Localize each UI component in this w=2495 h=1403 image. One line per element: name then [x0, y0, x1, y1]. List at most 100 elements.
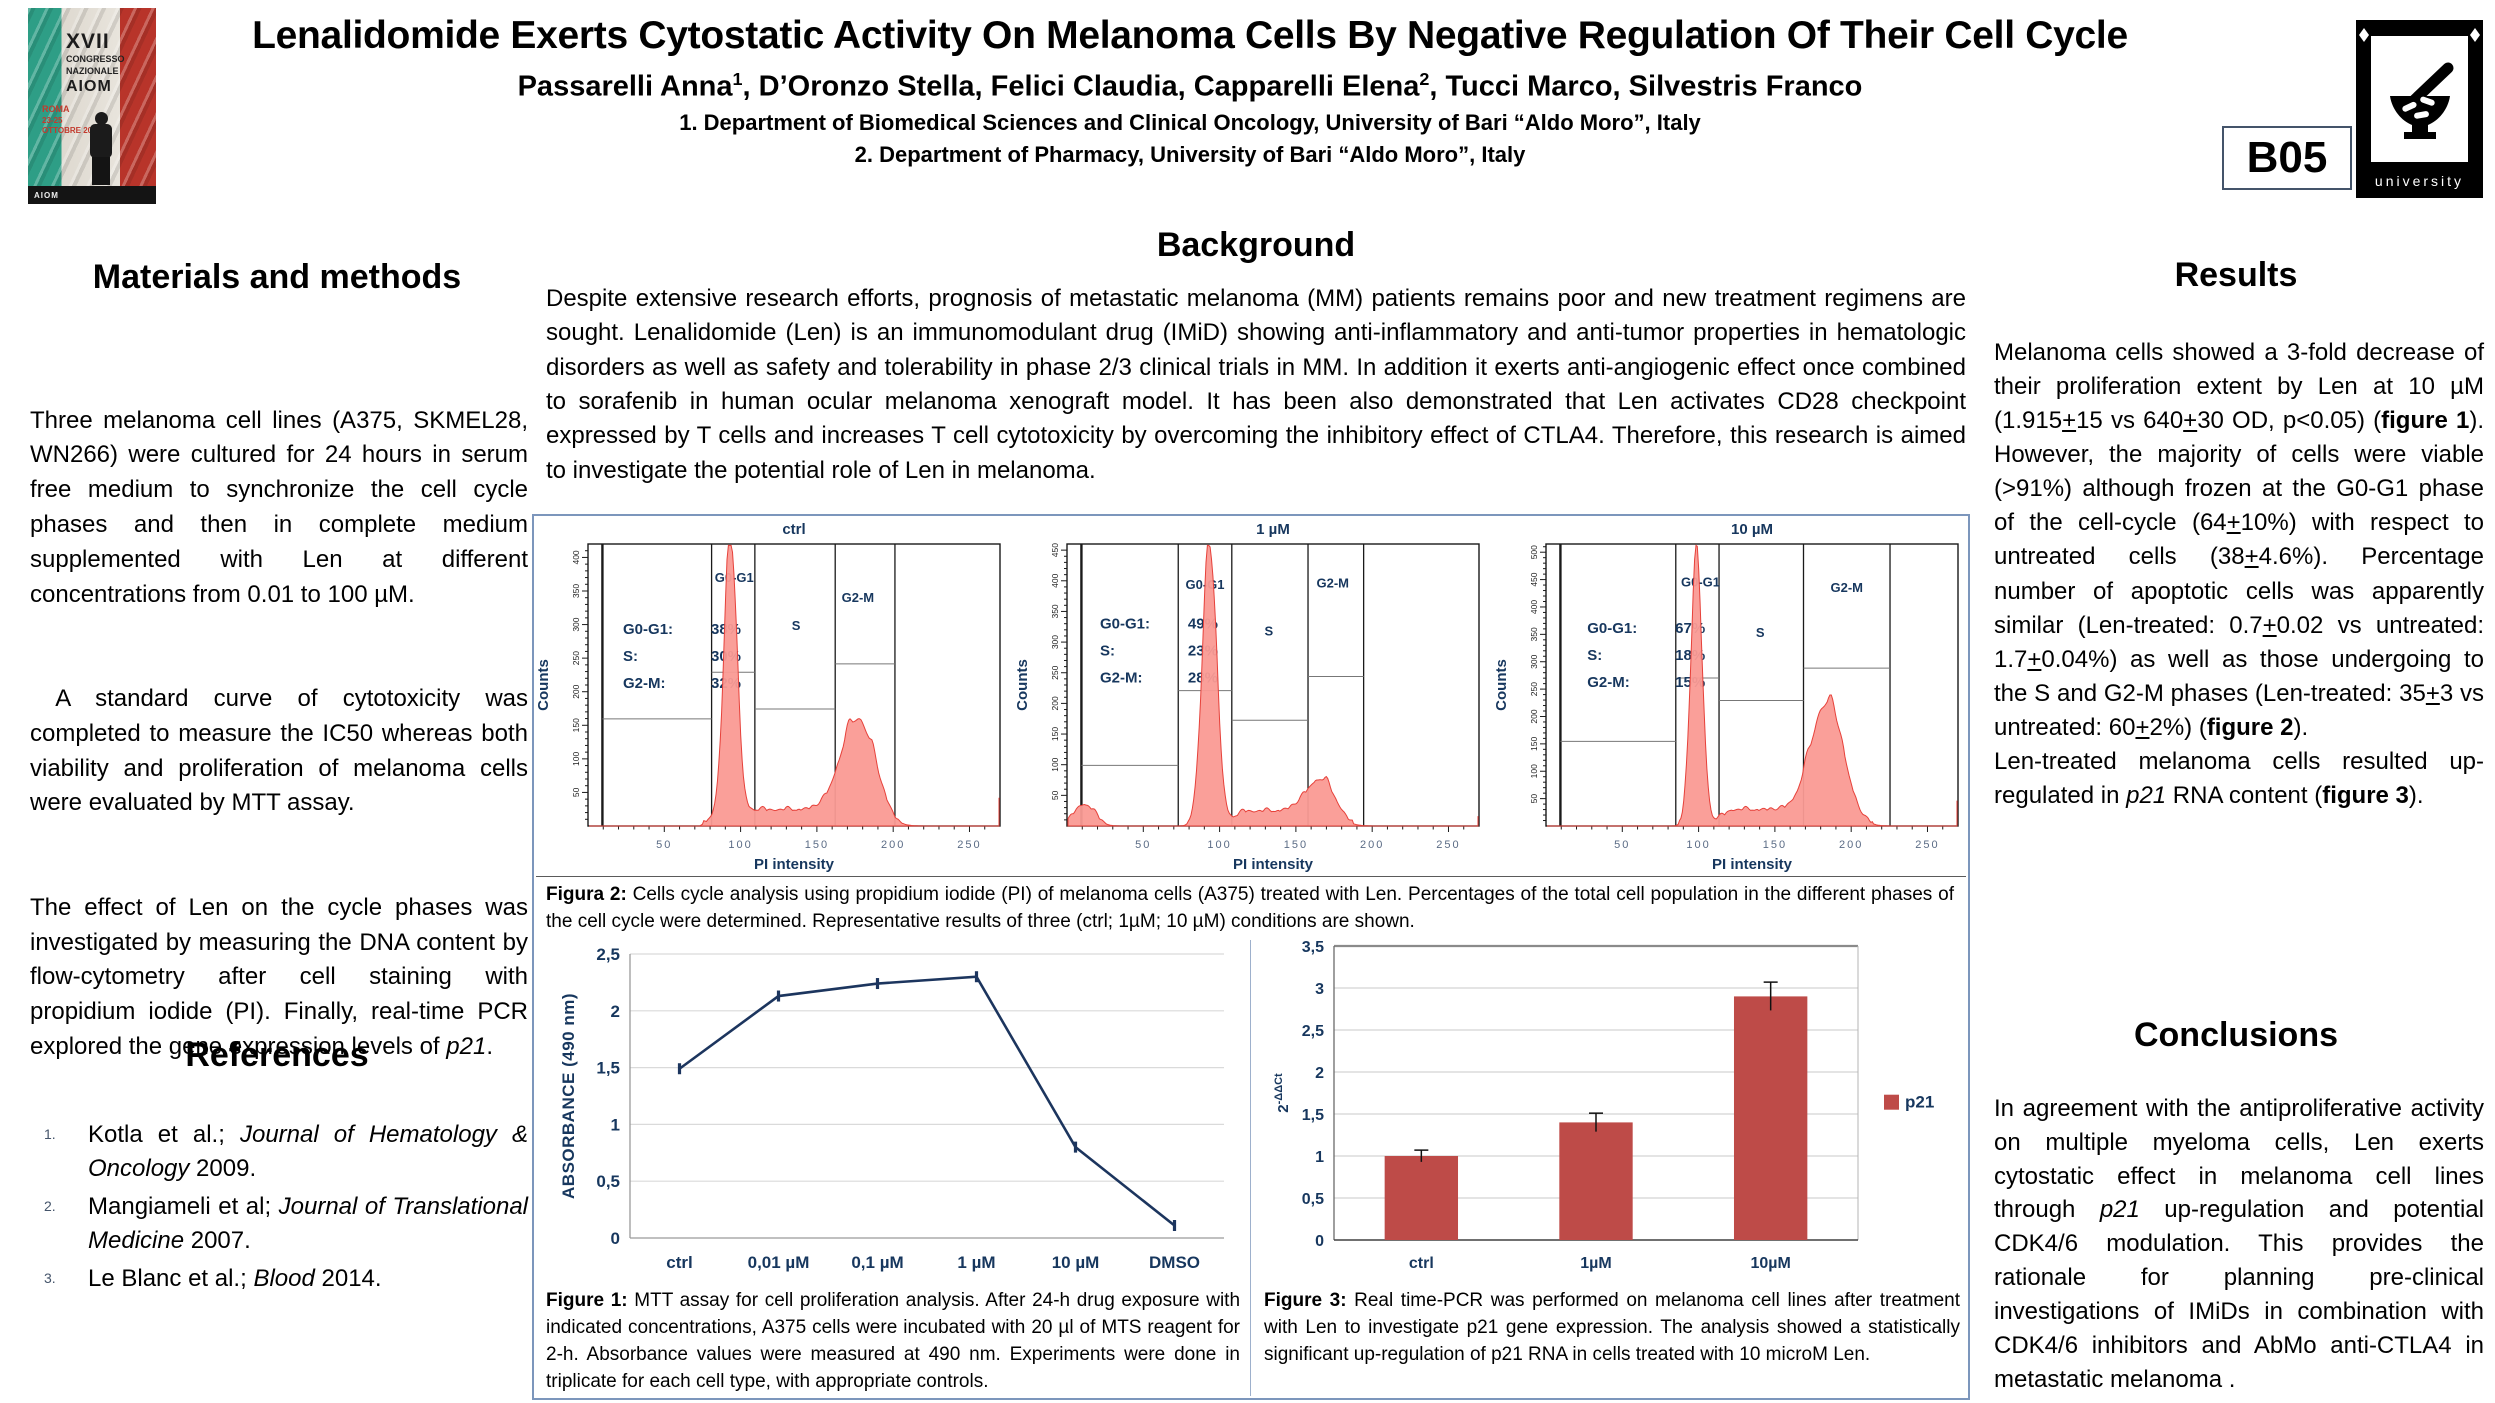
aiom-band: AIOM [28, 186, 156, 204]
svg-text:ABSORBANCE (490 nm): ABSORBANCE (490 nm) [559, 993, 578, 1199]
background-title: Background [1156, 226, 1356, 264]
results-title: Results [2174, 256, 2298, 294]
flow-histogram-10uM: 10 µM 50 100 150 200 250 300 350 400 450 500 50 100 1… [1494, 521, 1959, 873]
svg-text:1: 1 [1315, 1149, 1324, 1166]
poster-title: Lenalidomide Exerts Cytostatic Activity … [252, 14, 2128, 57]
svg-text:300: 300 [571, 617, 581, 631]
svg-text:450: 450 [1050, 543, 1060, 557]
svg-text:2,5: 2,5 [1302, 1023, 1324, 1040]
svg-text:100: 100 [728, 839, 752, 851]
mtt-line-chart: 0 0,5 1 1,5 2 2,5 ctrl 0,01 µM 0,1 µM 1 µM 10 µM DM… [559, 945, 1224, 1272]
figure2-caption: Figura 2: Cells cycle analysis using pro… [546, 884, 1954, 932]
svg-text:1: 1 [611, 1115, 620, 1134]
p21-bar-chart: 0 0,5 1 1,5 2 2,5 3 3,5 ctrl 1µM 10µM p21 2-ΔΔCt [1273, 939, 1934, 1272]
reference-number: 3. [44, 1270, 56, 1287]
svg-text:Counts: Counts [536, 659, 552, 711]
svg-text:200: 200 [1050, 696, 1060, 710]
svg-text:350: 350 [1529, 627, 1539, 641]
references-title: References [185, 1036, 369, 1074]
svg-text:250: 250 [571, 651, 581, 665]
reference-item: 2. Mangiameli et al; Journal of Translat… [30, 1190, 528, 1258]
svg-text:0,1 µM: 0,1 µM [851, 1253, 903, 1272]
svg-text:450: 450 [1529, 572, 1539, 586]
results-text: Melanoma cells showed a 3-fold decrease … [1994, 339, 2491, 810]
methods-paragraph-1: Three melanoma cell lines (A375, SKMEL28… [30, 406, 528, 608]
svg-text:150: 150 [1050, 727, 1060, 741]
svg-text:ctrl: ctrl [1409, 1255, 1434, 1272]
svg-text:200: 200 [1529, 709, 1539, 723]
methods-paragraph-3: The effect of Len on the cycle phases wa… [30, 893, 528, 1060]
reference-item: 3. Le Blanc et al.; Blood 2014. [30, 1262, 528, 1296]
svg-text:G0-G1:: G0-G1: [1100, 616, 1150, 633]
reference-text: Le Blanc et al.; Blood 2014. [88, 1265, 382, 1293]
svg-text:350: 350 [1050, 604, 1060, 618]
svg-text:ctrl: ctrl [782, 521, 805, 538]
methods-title: Materials and methods [92, 258, 462, 296]
svg-text:350: 350 [571, 584, 581, 598]
svg-text:G2-M: G2-M [842, 590, 875, 605]
svg-text:3,5: 3,5 [1302, 939, 1324, 956]
svg-text:200: 200 [1839, 839, 1863, 851]
svg-text:0,5: 0,5 [596, 1172, 620, 1191]
flow-histogram-ctrl: ctrl 50 100 150 200 250 300 350 400 50 100 150 200 25… [536, 521, 1001, 873]
svg-text:100: 100 [1686, 839, 1710, 851]
svg-text:200: 200 [571, 684, 581, 698]
references-list: 1. Kotla et al.; Journal of Hematology &… [30, 1118, 528, 1300]
svg-text:2: 2 [1315, 1065, 1324, 1082]
affiliation-1: 1. Department of Biomedical Sciences and… [679, 109, 1701, 135]
background-text: Despite extensive research efforts, prog… [546, 285, 1973, 484]
reference-text: Kotla et al.; Journal of Hematology & On… [88, 1121, 528, 1183]
svg-text:G0-G1: G0-G1 [1681, 574, 1720, 589]
svg-text:PI intensity: PI intensity [1233, 856, 1314, 873]
reference-number: 1. [44, 1126, 56, 1142]
authors-line: Passarelli Anna1, D’Oronzo Stella, Felic… [517, 68, 1863, 103]
mortar-pestle-icon [2390, 62, 2454, 139]
svg-text:300: 300 [1050, 635, 1060, 649]
svg-text:G0-G1:: G0-G1: [1587, 620, 1637, 637]
reference-number: 2. [44, 1198, 56, 1215]
flow-cytometry-row: ctrl 50 100 150 200 250 300 350 400 50 100 150 200 25… [536, 520, 1966, 877]
svg-text:500: 500 [1529, 545, 1539, 559]
svg-text:150: 150 [805, 839, 829, 851]
svg-text:1 µM: 1 µM [1256, 521, 1290, 538]
svg-text:150: 150 [571, 718, 581, 732]
svg-text:PI intensity: PI intensity [1712, 856, 1793, 873]
svg-text:10 µM: 10 µM [1731, 521, 1773, 538]
svg-text:0: 0 [1315, 1233, 1324, 1250]
svg-text:250: 250 [957, 839, 981, 851]
svg-text:100: 100 [571, 751, 581, 765]
svg-text:10µM: 10µM [1750, 1255, 1790, 1272]
svg-text:DMSO: DMSO [1149, 1253, 1200, 1272]
svg-text:G2-M:: G2-M: [623, 675, 666, 692]
affiliation-2: 2. Department of Pharmacy, University of… [854, 141, 1526, 167]
svg-text:S:: S: [1587, 647, 1602, 664]
svg-text:Counts: Counts [1494, 659, 1510, 711]
svg-text:0,01 µM: 0,01 µM [748, 1253, 810, 1272]
svg-text:150: 150 [1284, 839, 1308, 851]
congress-line1: XVII [66, 30, 110, 53]
svg-text:university: university [2375, 173, 2464, 189]
svg-text:G2-M: G2-M [1831, 580, 1864, 595]
reference-text: Mangiameli et al; Journal of Translation… [88, 1193, 528, 1255]
svg-text:250: 250 [1529, 682, 1539, 696]
svg-text:10 µM: 10 µM [1052, 1253, 1100, 1272]
figure1-caption: Figure 1: MTT assay for cell proliferati… [546, 1290, 1241, 1392]
svg-text:150: 150 [1529, 737, 1539, 751]
svg-text:S: S [792, 618, 801, 633]
svg-text:S:: S: [1100, 643, 1115, 660]
svg-text:S:: S: [623, 648, 638, 665]
svg-text:PI intensity: PI intensity [754, 856, 835, 873]
svg-text:S: S [1265, 624, 1274, 639]
svg-text:1 µM: 1 µM [957, 1253, 995, 1272]
svg-text:50: 50 [1614, 839, 1630, 851]
congress-line3: NAZIONALE [66, 66, 119, 76]
svg-text:400: 400 [1050, 573, 1060, 587]
congress-poster-logo: XVII CONGRESSO NAZIONALE AIOM ROMA 23-25… [28, 8, 156, 204]
svg-text:400: 400 [1529, 600, 1539, 614]
figure3-caption: Figure 3: Real time-PCR was performed on… [1264, 1290, 1960, 1365]
figures-panel: ctrl 50 100 150 200 250 300 350 400 50 100 150 200 25… [532, 514, 1970, 1400]
svg-text:2-ΔΔCt: 2-ΔΔCt [1273, 1073, 1292, 1113]
svg-text:150: 150 [1763, 839, 1787, 851]
conclusions-text: In agreement with the antiproliferative … [1994, 1095, 2491, 1393]
svg-text:p21: p21 [1905, 1093, 1934, 1112]
